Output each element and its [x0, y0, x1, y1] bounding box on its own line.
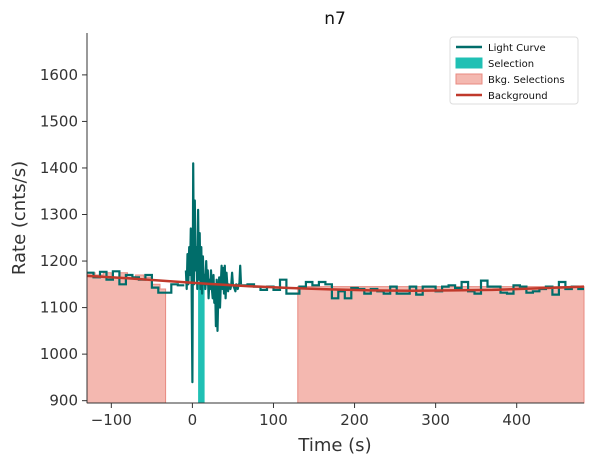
y-tick-label: 1000 [40, 345, 78, 363]
x-tick-label: 200 [340, 411, 369, 429]
x-tick-label: 0 [188, 411, 198, 429]
legend-label-3: Bkg. Selections [488, 75, 565, 86]
selection-region [198, 282, 205, 403]
x-tick-label: 400 [502, 411, 531, 429]
legend-frame [449, 36, 579, 105]
x-tick-label: 100 [259, 411, 288, 429]
y-tick-label: 900 [49, 392, 78, 410]
y-tick-label: 1400 [40, 159, 78, 177]
legend-label-2: Selection [488, 59, 534, 70]
x-tick-label: −100 [91, 411, 132, 429]
legend-label-4: Background [488, 91, 548, 102]
y-tick-label: 1100 [40, 299, 78, 317]
y-tick-label: 1500 [40, 112, 78, 130]
legend-swatch-2 [455, 57, 483, 69]
y-tick-label: 1200 [40, 252, 78, 270]
bkg-selection-2 [297, 286, 585, 404]
axes-layer [86, 33, 584, 404]
x-axis-label: Time (s) [297, 435, 371, 456]
legend-label-1: Light Curve [488, 43, 546, 54]
legend-swatch-3 [455, 73, 483, 85]
y-tick-label: 1300 [40, 206, 78, 224]
ticks-layer: −100 0 100 200 300 400 900 1000 1100 1200 1300 1400… [40, 66, 531, 429]
light-curve-burst [184, 162, 243, 384]
x-tick-label: 300 [421, 411, 450, 429]
background-model-layer [86, 274, 585, 293]
background-model-line [86, 274, 585, 293]
y-tick-label: 1600 [40, 66, 78, 84]
chart-title: n7 [324, 9, 346, 29]
bkg-selection-1 [86, 272, 167, 404]
y-axis-label: Rate (cnts/s) [9, 161, 30, 275]
legend: Light Curve Selection Bkg. Selections Backg… [449, 36, 579, 105]
light-curve-before [87, 270, 185, 294]
selection-layer [198, 282, 205, 403]
